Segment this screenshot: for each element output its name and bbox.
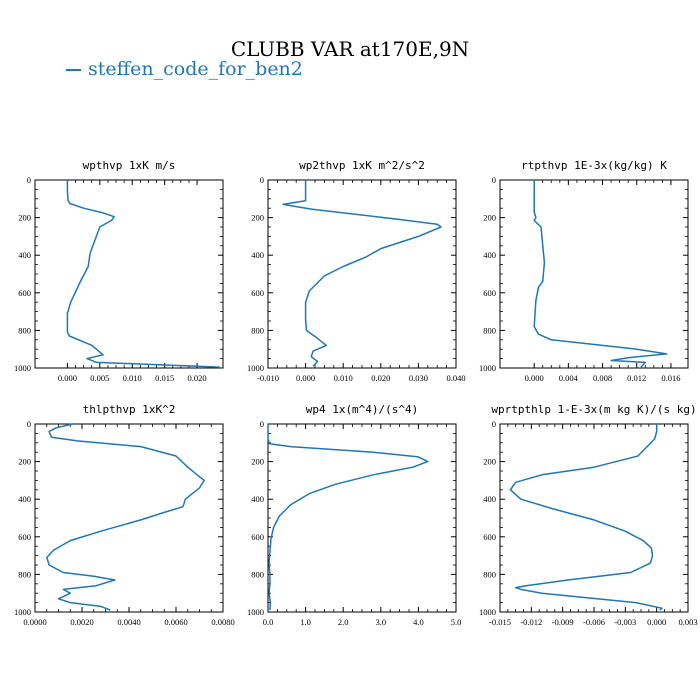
y-tick-label: 1000 bbox=[247, 607, 264, 617]
y-tick-label: 800 bbox=[483, 569, 496, 579]
plot-frame bbox=[267, 179, 457, 369]
x-tick-label: 1.0 bbox=[300, 617, 311, 627]
x-tick-label: 0.000 bbox=[296, 373, 315, 383]
y-tick-label: 0 bbox=[27, 175, 31, 185]
chart-panel-2: wp2thvp 1xK m^2/s^2 -0.010 0.000 0.010 0.020… bbox=[247, 159, 466, 383]
x-tick-label: 2.0 bbox=[338, 617, 349, 627]
chart-panel-3: rtpthvp 1E-3x(kg/kg) K 0.000 0.004 0.008 0.0… bbox=[479, 159, 689, 383]
y-tick-label: 800 bbox=[483, 325, 496, 335]
x-tick-label: 0.010 bbox=[334, 373, 353, 383]
chart-title: wprtpthlp 1-E-3x(m kg K)/(s kg) bbox=[491, 403, 696, 416]
y-tick-label: 0 bbox=[492, 419, 496, 429]
x-tick-label: -0.010 bbox=[257, 373, 279, 383]
chart-title: rtpthvp 1E-3x(kg/kg) K bbox=[521, 159, 667, 172]
series-line bbox=[533, 180, 668, 368]
x-tick-label: 0.005 bbox=[90, 373, 109, 383]
y-tick-label: 0 bbox=[27, 419, 31, 429]
x-tick-label: -0.003 bbox=[614, 617, 636, 627]
series-line bbox=[282, 180, 442, 367]
y-tick-label: 1000 bbox=[479, 607, 496, 617]
x-tick-label: 0.0000 bbox=[23, 617, 46, 627]
x-tick-label: 0.0040 bbox=[117, 617, 140, 627]
x-tick-label: 0.0020 bbox=[70, 617, 93, 627]
x-tick-label: 0.020 bbox=[188, 373, 207, 383]
y-tick-label: 400 bbox=[251, 494, 264, 504]
plot-frame bbox=[34, 423, 224, 613]
series-line bbox=[46, 423, 205, 611]
x-tick-label: -0.015 bbox=[489, 617, 511, 627]
chart-panel-1: wpthvp 1xK m/s 0.000 0.005 0.010 0.015 0.020 0… bbox=[14, 159, 224, 383]
x-tick-label: 0.020 bbox=[371, 373, 390, 383]
x-tick-label: 0.016 bbox=[661, 373, 680, 383]
plot-frame bbox=[34, 179, 224, 369]
y-tick-label: 800 bbox=[251, 569, 264, 579]
x-tick-label: 0.015 bbox=[155, 373, 174, 383]
plot-frame bbox=[267, 423, 457, 613]
chart-title: wpthvp 1xK m/s bbox=[83, 159, 176, 172]
chart-title: wp2thvp 1xK m^2/s^2 bbox=[299, 159, 425, 172]
x-tick-label: 0.010 bbox=[123, 373, 142, 383]
x-tick-label: 0.000 bbox=[525, 373, 544, 383]
y-tick-label: 400 bbox=[18, 250, 31, 260]
x-tick-label: 0.040 bbox=[446, 373, 465, 383]
x-tick-label: 0.008 bbox=[593, 373, 612, 383]
x-tick-label: -0.006 bbox=[583, 617, 605, 627]
y-tick-label: 600 bbox=[483, 288, 496, 298]
plot-frame bbox=[499, 423, 689, 613]
chart-title: wp4 1x(m^4)/(s^4) bbox=[306, 403, 419, 416]
y-tick-label: 1000 bbox=[14, 363, 31, 373]
y-tick-label: 1000 bbox=[14, 607, 31, 617]
x-tick-label: 0.012 bbox=[627, 373, 646, 383]
x-tick-label: 0.030 bbox=[409, 373, 428, 383]
x-tick-label: 0.0 bbox=[263, 617, 274, 627]
page-title: CLUBB VAR at170E,9N bbox=[230, 37, 470, 61]
series-line bbox=[66, 180, 220, 368]
y-tick-label: 800 bbox=[251, 325, 264, 335]
y-tick-label: 200 bbox=[18, 213, 31, 223]
y-tick-label: 600 bbox=[251, 288, 264, 298]
x-tick-label: 5.0 bbox=[451, 617, 462, 627]
chart-panel-4: thlpthvp 1xK^2 0.0000 0.0020 0.0040 0.0060 0.… bbox=[14, 403, 235, 627]
legend: steffen_code_for_ben2 bbox=[66, 58, 303, 80]
x-tick-label: 4.0 bbox=[413, 617, 424, 627]
x-tick-label: 3.0 bbox=[375, 617, 386, 627]
y-tick-label: 800 bbox=[18, 569, 31, 579]
legend-swatch bbox=[66, 69, 81, 71]
series-line bbox=[509, 424, 663, 611]
x-tick-label: 0.004 bbox=[559, 373, 579, 383]
y-tick-label: 800 bbox=[18, 325, 31, 335]
chart-title: thlpthvp 1xK^2 bbox=[83, 403, 176, 416]
x-tick-label: 0.000 bbox=[58, 373, 77, 383]
y-tick-label: 400 bbox=[251, 250, 264, 260]
x-tick-label: 0.0080 bbox=[211, 617, 234, 627]
chart-panel-6: wprtpthlp 1-E-3x(m kg K)/(s kg) -0.015 -0.… bbox=[479, 403, 698, 627]
y-tick-label: 1000 bbox=[479, 363, 496, 373]
y-tick-label: 0 bbox=[492, 175, 496, 185]
y-tick-label: 600 bbox=[18, 288, 31, 298]
y-tick-label: 600 bbox=[483, 532, 496, 542]
y-tick-label: 600 bbox=[18, 532, 31, 542]
x-tick-label: 0.003 bbox=[678, 617, 697, 627]
y-tick-label: 0 bbox=[260, 175, 264, 185]
plot-frame bbox=[499, 179, 689, 369]
y-tick-label: 200 bbox=[483, 213, 496, 223]
x-tick-label: -0.012 bbox=[520, 617, 542, 627]
y-tick-label: 0 bbox=[260, 419, 264, 429]
y-tick-label: 400 bbox=[483, 250, 496, 260]
y-tick-label: 600 bbox=[251, 532, 264, 542]
series-line bbox=[267, 424, 429, 611]
x-tick-label: -0.009 bbox=[552, 617, 574, 627]
x-tick-label: 0.0060 bbox=[164, 617, 187, 627]
y-tick-label: 200 bbox=[251, 457, 264, 467]
x-tick-label: 0.000 bbox=[647, 617, 666, 627]
chart-panel-5: wp4 1x(m^4)/(s^4) 0.0 1.0 2.0 3.0 4.0 5.0 0 200 4… bbox=[247, 403, 461, 627]
y-tick-label: 200 bbox=[18, 457, 31, 467]
y-tick-label: 200 bbox=[251, 213, 264, 223]
y-tick-label: 400 bbox=[483, 494, 496, 504]
legend-label: steffen_code_for_ben2 bbox=[88, 58, 303, 80]
y-tick-label: 400 bbox=[18, 494, 31, 504]
y-tick-label: 200 bbox=[483, 457, 496, 467]
y-tick-label: 1000 bbox=[247, 363, 264, 373]
